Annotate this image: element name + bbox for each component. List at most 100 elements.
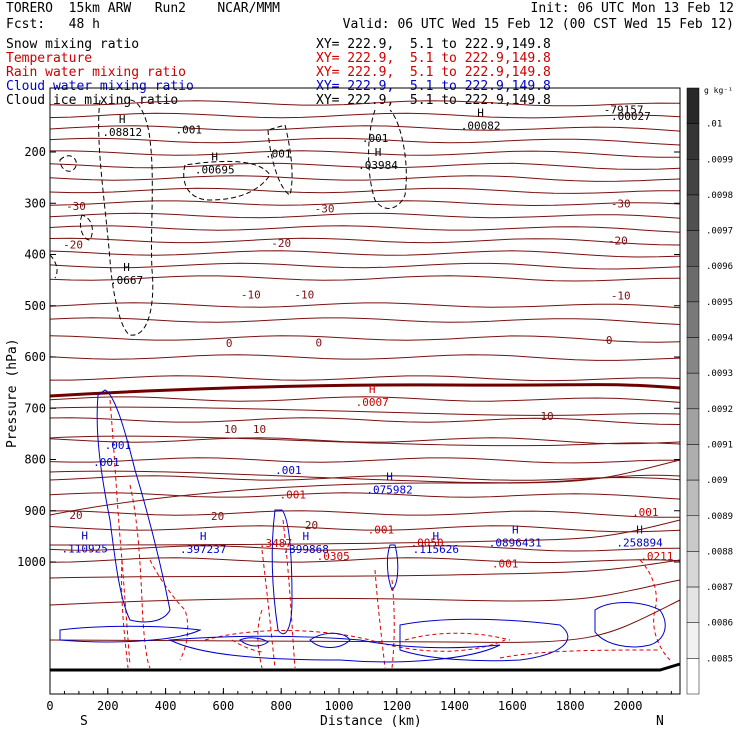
high-marker: H [386, 470, 393, 483]
isotherm-line [49, 525, 681, 533]
rain-contour [639, 559, 671, 661]
contour-value-label: .001 [280, 488, 307, 501]
colorbar-cell [686, 372, 700, 410]
colorbar-label: .0095 [706, 298, 733, 308]
legend-name-cloud-water: Cloud water mixing ratio [6, 79, 194, 94]
rain-contour [261, 549, 276, 669]
high-marker: H [477, 106, 484, 119]
high-value-label: .110925 [61, 543, 107, 556]
rain-contour [404, 632, 511, 641]
cloud-water-contour [59, 625, 202, 643]
isotherm-line [49, 435, 681, 447]
rain-contour [391, 579, 395, 669]
snow-contour [183, 160, 271, 201]
x-tick-label: 1400 [440, 699, 469, 713]
colorbar-cell [686, 515, 700, 552]
contour-value-label: .001 [632, 506, 659, 519]
y-tick-label: 200 [24, 145, 46, 159]
cloud-water-contour [399, 618, 569, 662]
isotherm-label: -20 [271, 237, 291, 250]
axis-ticks: 0 200 400 600 800 1000 1200 1400 1600 1800 2000200… [17, 145, 680, 713]
y-tick-label: 1000 [17, 555, 46, 569]
rain-contour [121, 559, 129, 669]
high-value-label: .0896431 [489, 537, 542, 550]
contour-value-label: .0211 [640, 550, 673, 563]
colorbar-label: .0096 [706, 262, 733, 272]
colorbar-label: .0088 [706, 547, 733, 557]
high-marker: H [636, 524, 643, 537]
forecast-hour: Fcst: 48 h [6, 17, 100, 32]
isotherm-label: -10 [611, 290, 631, 303]
rain-contour [109, 399, 131, 666]
x-tick-label: 400 [155, 699, 177, 713]
colorbar-cell [686, 87, 700, 124]
isotherm-label: 10 [253, 423, 266, 436]
isotherm-line [49, 557, 681, 563]
y-tick-label: 800 [24, 453, 46, 467]
y-tick-label: 500 [24, 299, 46, 313]
colorbar-label: .0087 [706, 583, 733, 593]
snow-contour [79, 214, 93, 241]
isotherm-line [49, 437, 681, 445]
isotherm-line [49, 275, 681, 282]
high-marker: H [375, 146, 382, 159]
colorbar-cell [686, 408, 700, 445]
contour-value-label: .001 [368, 524, 395, 537]
high-marker: H [211, 150, 218, 163]
isotherm-line [49, 545, 681, 552]
snow-contour [368, 109, 407, 209]
isotherm-label: -10 [241, 288, 261, 301]
snow-contour [59, 155, 77, 172]
init-time: Init: 06 UTC Mon 13 Feb 12 [530, 1, 735, 16]
isotherm-line [50, 150, 680, 158]
high-value-label: .03984 [358, 159, 398, 172]
colorbar-cell [686, 551, 700, 588]
high-marker: H [302, 530, 309, 543]
cloud-water-contour [96, 389, 171, 623]
y-axis-label: Pressure (hPa) [5, 338, 20, 448]
colorbar-cell [686, 658, 700, 695]
plot-frame [49, 87, 681, 695]
colorbar-cell [686, 159, 700, 196]
isotherm-label: 10 [224, 423, 237, 436]
isotherm-line [50, 510, 681, 518]
contour-value-label: .001 [105, 439, 132, 452]
high-value-label: .397237 [180, 543, 226, 556]
rain-contour [282, 519, 296, 669]
y-tick-label: 600 [24, 350, 46, 364]
high-value-label: .00695 [195, 163, 235, 176]
isotherm-label: 10 [540, 410, 553, 423]
x-tick-label: 2000 [614, 699, 643, 713]
snow-contour [267, 124, 293, 196]
isotherm-line [49, 406, 681, 416]
y-tick-label: 400 [24, 248, 46, 262]
terrain-line [50, 662, 681, 672]
contour-labels: -30 -30 -30 -20 -20 -20 -10 -10 -10 0 0 0 10 10 10 20 20… [61, 103, 673, 570]
cloud-water-contour [386, 544, 399, 591]
model-title: TORERO 15km ARW Run2 NCAR/MMM [6, 1, 280, 16]
isotherm-line [49, 200, 681, 207]
cloud-water-contours [59, 389, 666, 663]
colorbar-label: .0093 [706, 369, 733, 379]
colorbar-label: .0099 [706, 155, 733, 165]
colorbar-cell [686, 337, 700, 374]
isotherm-label: -30 [611, 197, 631, 210]
isotherm-line [49, 579, 681, 606]
isotherm-label: 0 [226, 337, 233, 350]
isotherm-label: 0 [606, 334, 613, 347]
colorbar-cell [686, 479, 700, 517]
isotherm-line [49, 317, 681, 325]
y-tick-label: 300 [24, 196, 46, 210]
isotherm-line [49, 125, 681, 132]
colorbar-label: .0086 [706, 619, 733, 629]
legend-xy-temperature: XY= 222.9, 5.1 to 222.9,149.8 [316, 51, 551, 66]
x-tick-label: 800 [270, 699, 292, 713]
colorbar-label: .0091 [706, 440, 733, 450]
isotherm-line [49, 475, 681, 481]
rain-contour [129, 484, 151, 669]
isotherm-line [49, 112, 681, 119]
contour-value-label: .001 [492, 558, 519, 571]
freezing-level-line [49, 383, 681, 398]
isotherm-line [49, 237, 681, 246]
